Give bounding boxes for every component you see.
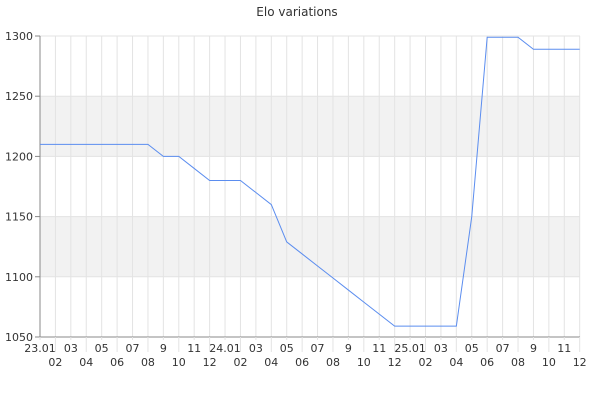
x-tick-label: 11: [187, 342, 201, 355]
x-tick-label: 12: [388, 356, 402, 369]
x-tick-label: 05: [95, 342, 109, 355]
x-tick-label: 10: [357, 356, 371, 369]
x-tick-label: 07: [311, 342, 325, 355]
x-tick-label: 04: [264, 356, 278, 369]
x-tick-label: 04: [449, 356, 463, 369]
x-tick-label: 02: [419, 356, 433, 369]
elo-line: [40, 37, 580, 326]
y-tick-label: 1100: [5, 271, 33, 284]
x-tick-label: 10: [542, 356, 556, 369]
x-tick-label: 07: [496, 342, 510, 355]
y-tick-label: 1300: [5, 30, 33, 43]
x-tick-label: 05: [465, 342, 479, 355]
x-tick-label: 08: [141, 356, 155, 369]
x-tick-label: 02: [48, 356, 62, 369]
y-tick-label: 1250: [5, 90, 33, 103]
x-tick-label: 12: [573, 356, 587, 369]
x-tick-label: 03: [434, 342, 448, 355]
x-tick-label: 06: [295, 356, 309, 369]
x-tick-label: 08: [326, 356, 340, 369]
x-tick-label: 08: [511, 356, 525, 369]
x-tick-label: 07: [126, 342, 140, 355]
chart-title: Elo variations: [256, 5, 337, 19]
shaded-band: [40, 96, 580, 156]
x-tick-label: 24.01: [209, 342, 241, 355]
x-tick-label: 23.01: [24, 342, 56, 355]
x-tick-label: 06: [480, 356, 494, 369]
x-tick-label: 9: [345, 342, 352, 355]
shaded-band: [40, 217, 580, 277]
x-tick-label: 06: [110, 356, 124, 369]
x-tick-label: 25.01: [394, 342, 426, 355]
x-tick-label: 04: [79, 356, 93, 369]
x-tick-label: 11: [557, 342, 571, 355]
x-tick-label: 9: [160, 342, 167, 355]
y-tick-label: 1200: [5, 150, 33, 163]
x-tick-label: 03: [64, 342, 78, 355]
x-tick-label: 10: [172, 356, 186, 369]
x-tick-label: 12: [203, 356, 217, 369]
x-tick-label: 02: [233, 356, 247, 369]
x-tick-label: 9: [530, 342, 537, 355]
x-tick-label: 11: [372, 342, 386, 355]
x-tick-label: 03: [249, 342, 263, 355]
y-tick-label: 1150: [5, 211, 33, 224]
x-tick-label: 05: [280, 342, 294, 355]
